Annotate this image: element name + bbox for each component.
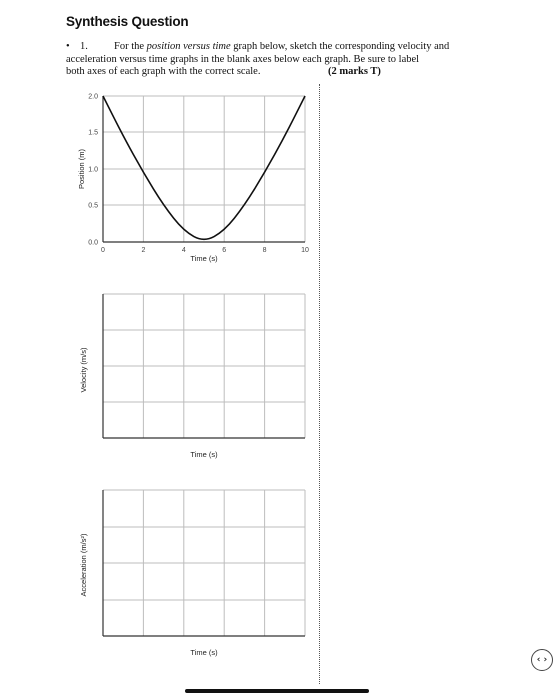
- position-y-label: Position (m): [77, 148, 86, 189]
- y-tick-2: 1.0: [88, 167, 98, 174]
- y-tick-1: 0.5: [88, 203, 98, 210]
- x-tick-4: 8: [263, 247, 267, 254]
- dotted-divider: [319, 84, 320, 684]
- position-grid: [103, 95, 306, 242]
- position-x-ticks: 0 2 4 6 8 10: [101, 247, 309, 254]
- position-y-ticks: 0.0 0.5 1.0 1.5 2.0: [88, 94, 98, 247]
- acceleration-y-label: Acceleration (m/s²): [79, 533, 88, 596]
- acceleration-grid: [103, 489, 306, 636]
- x-tick-2: 4: [182, 247, 186, 254]
- question-number: 1.: [80, 41, 88, 52]
- position-curve: [102, 95, 306, 241]
- question-line-1-rest: graph below, sketch the corresponding ve…: [230, 41, 450, 52]
- x-tick-5: 10: [301, 247, 309, 254]
- x-tick-1: 2: [141, 247, 145, 254]
- position-x-label: Time (s): [190, 254, 218, 263]
- x-tick-3: 6: [222, 247, 226, 254]
- question-text: • 1. For the position versus time graph be…: [66, 41, 496, 79]
- y-tick-0: 0.0: [88, 240, 98, 247]
- acceleration-x-label: Time (s): [190, 648, 218, 657]
- bullet: •: [66, 41, 70, 52]
- marks-label: (2 marks T): [328, 66, 381, 77]
- question-line-2: acceleration versus time graphs in the b…: [66, 53, 420, 65]
- velocity-x-label: Time (s): [190, 450, 218, 459]
- question-intro: For the: [114, 41, 147, 52]
- question-line-3: both axes of each graph with the correct…: [66, 66, 261, 77]
- velocity-grid: [103, 293, 306, 438]
- question-line-1: • 1. For the position versus time graph be…: [66, 41, 496, 54]
- section-heading: Synthesis Question: [66, 14, 189, 29]
- y-tick-4: 2.0: [88, 94, 98, 101]
- question-emphasis: position versus time: [146, 41, 231, 52]
- y-tick-3: 1.5: [88, 130, 98, 137]
- velocity-y-label: Velocity (m/s): [79, 347, 88, 393]
- home-indicator[interactable]: [185, 689, 369, 693]
- chevron-left-right-icon[interactable]: ‹ ›: [531, 649, 553, 671]
- x-tick-0: 0: [101, 247, 105, 254]
